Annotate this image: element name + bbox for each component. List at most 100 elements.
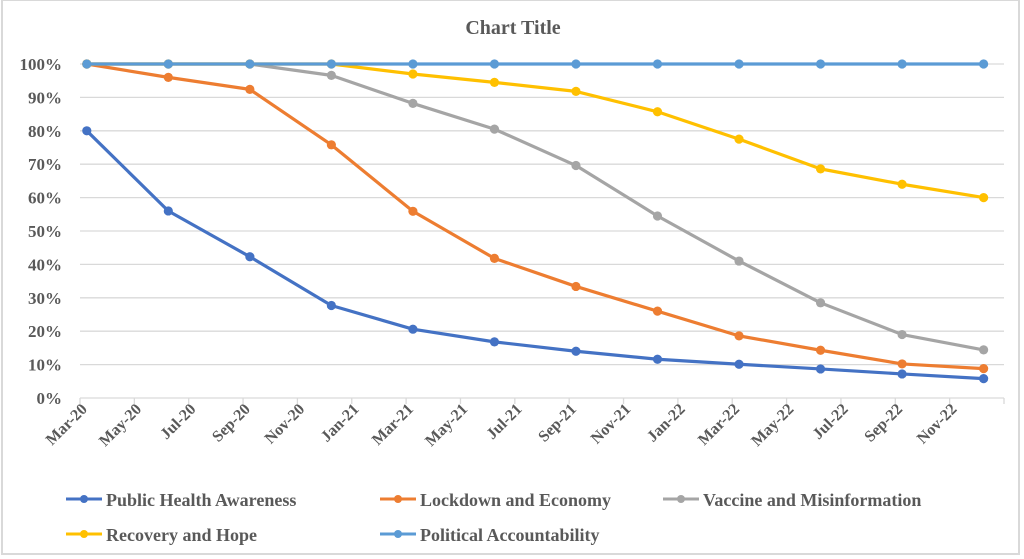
data-point <box>815 364 826 374</box>
series-line <box>85 129 984 381</box>
data-point <box>815 164 826 174</box>
data-point <box>897 359 907 369</box>
data-point <box>82 126 92 136</box>
x-tick-label: Nov-21 <box>588 401 635 448</box>
data-point <box>326 300 336 311</box>
x-tick-label: Mar-22 <box>695 401 743 449</box>
series-group <box>82 59 989 384</box>
data-point <box>489 77 500 87</box>
data-point <box>163 72 173 82</box>
y-tick-label: 30% <box>28 289 62 308</box>
data-point <box>571 160 581 171</box>
x-tick-label: Jul-21 <box>483 401 525 443</box>
data-point <box>571 86 581 96</box>
data-point <box>815 345 826 355</box>
data-point <box>734 134 744 144</box>
y-axis-labels: 0% 10% 20% 30% 40% 50% 60% 70% 80% 90% 100% <box>20 55 63 408</box>
data-point <box>245 59 255 69</box>
legend-marker-icon <box>394 530 402 538</box>
data-point <box>652 107 663 117</box>
y-tick-label: 10% <box>28 356 62 375</box>
x-tick-label: Jul-22 <box>810 401 852 443</box>
x-tick-label: Sep-20 <box>209 401 254 446</box>
data-point <box>163 59 173 69</box>
y-tick-label: 40% <box>28 255 62 274</box>
data-point <box>571 59 581 69</box>
data-point <box>979 193 989 203</box>
data-point <box>652 211 663 221</box>
y-tick-label: 20% <box>28 322 62 341</box>
data-point <box>326 140 336 150</box>
x-tick-label: Sep-21 <box>535 401 580 446</box>
series-public-health-awareness <box>82 126 989 384</box>
data-point <box>979 364 989 374</box>
data-point <box>163 206 173 216</box>
data-point <box>734 256 744 266</box>
x-tick-label: Sep-22 <box>861 401 906 446</box>
data-point <box>489 124 500 134</box>
series-lockdown-and-economy <box>82 59 989 374</box>
data-point <box>408 98 418 109</box>
data-point <box>897 59 907 69</box>
data-point <box>408 206 418 216</box>
legend-item: Recovery and Hope <box>66 525 257 545</box>
data-point <box>734 331 744 341</box>
legend-marker-icon <box>394 495 402 503</box>
legend-item: Public Health Awareness <box>66 490 296 510</box>
legend-item: Lockdown and Economy <box>380 490 611 510</box>
x-tick-label: May-21 <box>422 401 471 450</box>
y-tick-label: 100% <box>20 55 63 74</box>
y-tick-label: 90% <box>28 88 62 107</box>
legend-item: Political Accountability <box>380 525 600 545</box>
legend-label: Lockdown and Economy <box>420 490 611 510</box>
data-point <box>734 359 744 369</box>
data-point <box>245 84 255 94</box>
data-point <box>979 374 989 384</box>
gridlines <box>80 63 1004 399</box>
legend: Public Health Awareness Lockdown and Econ… <box>66 490 921 545</box>
legend-label: Political Accountability <box>420 525 600 545</box>
x-tick-label: Jan-22 <box>644 401 689 446</box>
x-tick-label: Jan-21 <box>318 401 363 446</box>
data-point <box>652 354 663 364</box>
series-line <box>86 62 984 352</box>
y-tick-label: 0% <box>37 389 63 408</box>
legend-label: Public Health Awareness <box>106 490 296 510</box>
data-point <box>652 59 663 69</box>
y-tick-label: 80% <box>28 122 62 141</box>
series-vaccine-and-misinformation <box>82 59 989 355</box>
x-axis-labels: Mar-20 May-20 Jul-20 Sep-20 Nov-20 Jan-21 Mar-… <box>43 401 961 450</box>
data-point <box>489 59 500 69</box>
x-axis <box>79 398 1005 404</box>
data-point <box>571 281 581 292</box>
data-point <box>897 329 907 340</box>
legend-label: Recovery and Hope <box>106 525 257 545</box>
legend-marker-icon <box>80 530 88 538</box>
legend-label: Vaccine and Misinformation <box>703 490 921 510</box>
y-tick-label: 70% <box>28 155 62 174</box>
data-point <box>326 59 336 69</box>
data-point <box>815 59 826 69</box>
data-point <box>245 252 255 262</box>
x-tick-label: May-22 <box>748 401 797 450</box>
data-point <box>408 59 418 69</box>
x-tick-label: May-20 <box>96 401 145 450</box>
legend-marker-icon <box>677 495 685 503</box>
data-point <box>897 179 907 189</box>
x-tick-label: Nov-20 <box>262 401 309 448</box>
data-point <box>734 59 744 69</box>
data-point <box>979 59 989 69</box>
legend-item: Vaccine and Misinformation <box>663 490 921 510</box>
series-line <box>86 62 984 371</box>
legend-marker-icon <box>80 495 88 503</box>
data-point <box>489 337 500 347</box>
x-tick-label: Mar-21 <box>369 401 417 449</box>
y-tick-label: 50% <box>28 222 62 241</box>
data-point <box>408 324 418 334</box>
data-point <box>979 345 989 355</box>
chart-title: Chart Title <box>465 17 560 39</box>
data-point <box>408 69 418 79</box>
data-point <box>571 346 581 356</box>
